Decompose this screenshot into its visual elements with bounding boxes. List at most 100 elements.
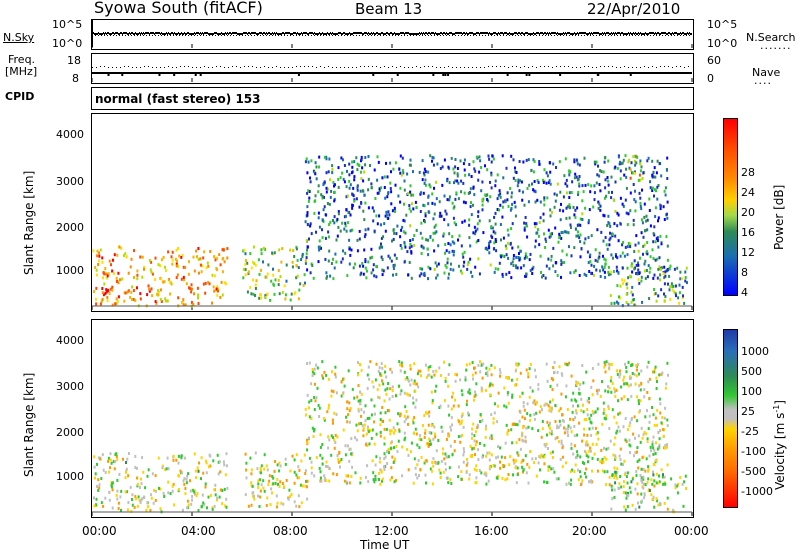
noise-search-point xyxy=(569,35,570,36)
velocity-cell xyxy=(300,459,303,463)
nave-point xyxy=(492,66,493,67)
noise-sky-point xyxy=(602,32,603,34)
noise-sky-point xyxy=(147,32,148,34)
velocity-cell xyxy=(191,498,194,502)
power-cell xyxy=(427,277,429,281)
power-cell xyxy=(315,165,318,169)
power-cell xyxy=(521,198,524,202)
velocity-cell xyxy=(180,471,183,475)
power-cell xyxy=(663,299,666,303)
velocity-cell xyxy=(653,479,656,483)
power-cell xyxy=(444,263,447,267)
power-cell xyxy=(101,297,104,301)
velocity-cell xyxy=(573,434,576,438)
noise-sky-point xyxy=(542,32,543,34)
power-cell xyxy=(530,169,533,173)
power-cell xyxy=(143,265,146,269)
velocity-cell xyxy=(618,411,621,415)
velocity-cell xyxy=(282,502,285,506)
power-cell xyxy=(121,277,124,281)
noise-sky-point xyxy=(611,32,612,34)
power-cell xyxy=(572,205,575,209)
power-cell xyxy=(589,260,592,264)
power-cell xyxy=(407,273,410,277)
velocity-cell xyxy=(373,404,376,408)
velocity-cell xyxy=(336,435,339,439)
velocity-cell xyxy=(405,410,408,413)
power-cell xyxy=(622,282,625,286)
nave-point xyxy=(144,66,145,67)
noise-sky-point xyxy=(511,33,512,35)
power-cell xyxy=(637,263,640,267)
velocity-cell xyxy=(643,388,646,392)
power-cell xyxy=(604,186,607,190)
power-cell xyxy=(559,218,562,222)
velocity-cell xyxy=(514,423,517,426)
noise-sky-point xyxy=(382,32,383,34)
power-cell xyxy=(383,175,386,179)
velocity-cell xyxy=(140,477,142,481)
power-cell xyxy=(643,269,646,273)
velocity-cell xyxy=(200,456,203,460)
noise-search-point xyxy=(608,35,609,36)
noise-sky-point xyxy=(305,32,306,34)
velocity-cell xyxy=(519,410,522,414)
power-cell xyxy=(266,272,269,276)
noise-sky-point xyxy=(620,33,621,35)
power-cell xyxy=(390,202,393,206)
power-cell xyxy=(604,275,607,279)
power-cell xyxy=(406,250,409,254)
noise-sky-point xyxy=(459,32,460,34)
power-cell xyxy=(358,237,361,241)
power-cell xyxy=(433,249,436,253)
noise-search-point xyxy=(455,35,456,36)
power-cell xyxy=(542,178,545,182)
power-cell xyxy=(631,285,634,289)
velocity-cell xyxy=(515,481,518,485)
velocity-cell xyxy=(601,422,604,426)
noise-search-point xyxy=(113,35,114,36)
velocity-cell xyxy=(575,380,578,384)
power-cell xyxy=(424,214,427,218)
velocity-cell xyxy=(629,383,632,387)
velocity-cell xyxy=(648,414,651,418)
velocity-cell xyxy=(517,362,520,366)
noise-sky-point xyxy=(669,32,670,34)
nave-point xyxy=(156,67,157,68)
velocity-cell xyxy=(209,454,212,458)
power-cell xyxy=(588,270,591,273)
velocity-cell xyxy=(153,488,156,492)
noise-sky-point xyxy=(652,32,653,34)
nave-point xyxy=(632,67,633,68)
velocity-cell xyxy=(357,361,359,364)
velocity-cell xyxy=(616,369,618,373)
noise-sky-point xyxy=(439,33,440,35)
velocity-cell xyxy=(619,475,622,478)
noise-sky-point xyxy=(249,32,250,34)
velocity-cell xyxy=(116,489,119,493)
velocity-cell xyxy=(433,425,436,429)
power-cell xyxy=(477,178,480,182)
velocity-cell xyxy=(504,456,507,460)
velocity-cell xyxy=(100,501,103,505)
velocity-cell xyxy=(223,487,226,491)
velocity-cell xyxy=(395,445,398,448)
velocity-cell xyxy=(95,497,98,501)
noise-sky-point xyxy=(351,33,352,35)
power-cell xyxy=(181,253,184,257)
noise-search-point xyxy=(386,35,387,36)
velocity-cell xyxy=(109,466,111,470)
velocity-cell xyxy=(608,475,611,479)
power-cell xyxy=(603,265,606,269)
noise-sky-point xyxy=(353,32,354,34)
power-cell xyxy=(295,276,298,280)
noise-sky-point xyxy=(545,32,546,34)
power-cell xyxy=(581,184,584,188)
velocity-cell xyxy=(326,410,329,414)
noise-sky-point xyxy=(169,33,170,35)
power-cell xyxy=(497,193,500,197)
velocity-cell xyxy=(356,429,359,433)
velocity-cell xyxy=(357,384,360,388)
velocity-cell xyxy=(443,399,446,403)
power-cell xyxy=(344,221,347,225)
